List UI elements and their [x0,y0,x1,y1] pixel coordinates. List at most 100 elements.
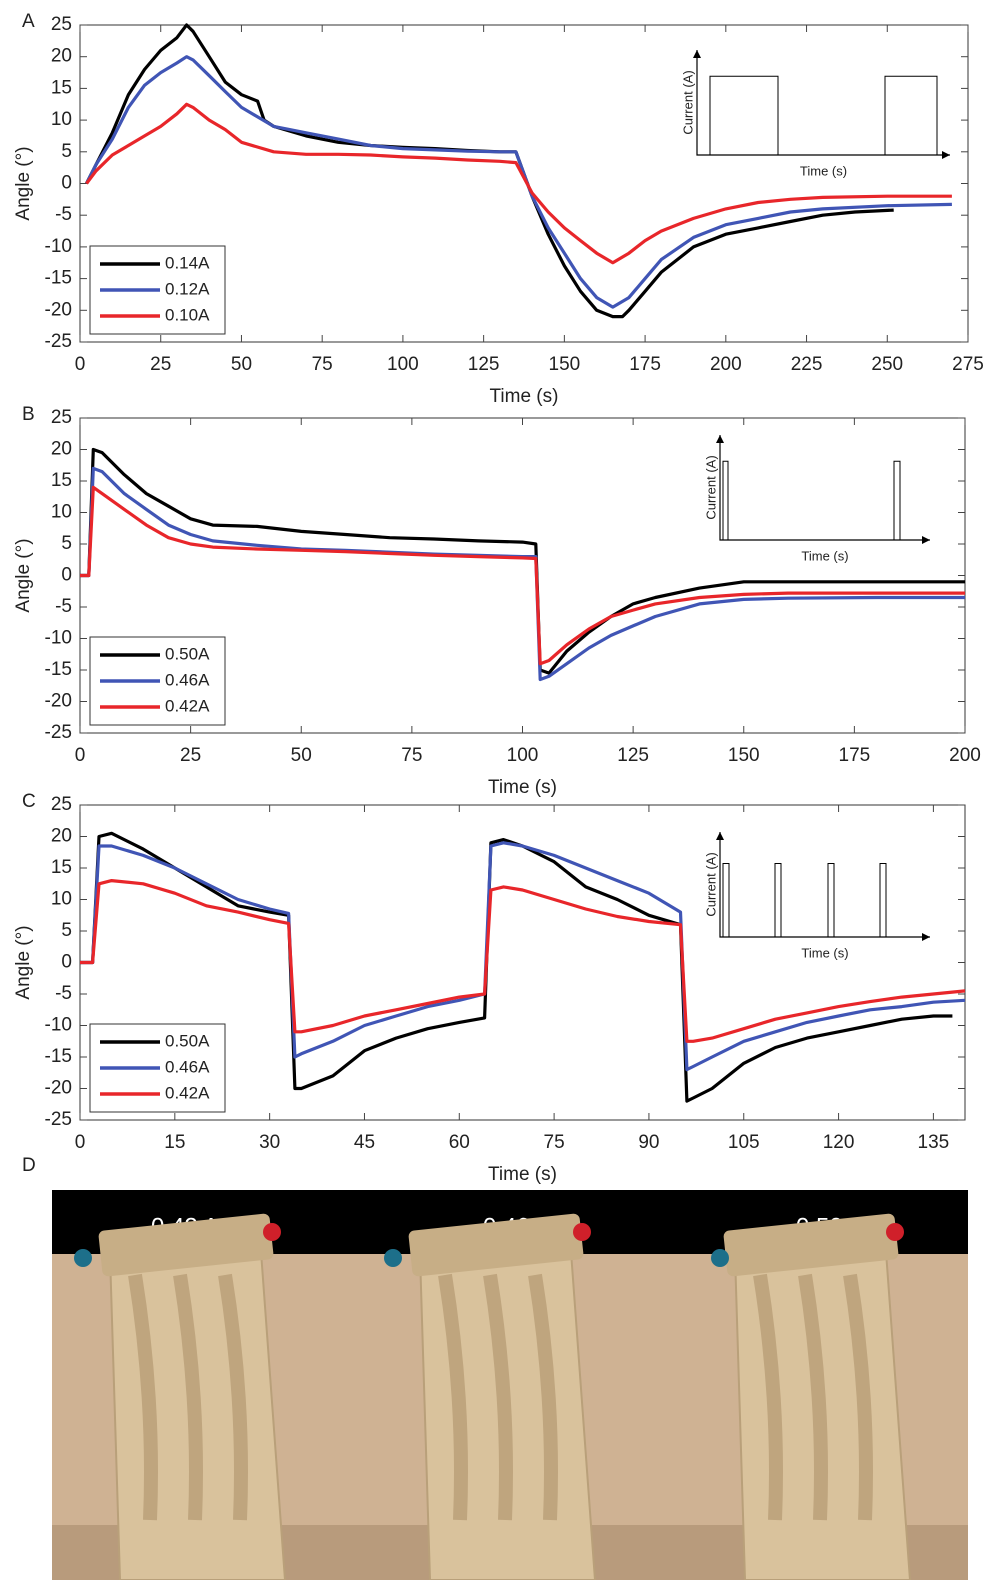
legend-label: 0.14A [165,253,210,272]
actuator-cap [408,1213,584,1277]
panel-label: D [22,1155,36,1176]
inset: Current (A) Time (s) [703,435,930,563]
y-tick-label: 20 [51,439,72,460]
series-line [85,55,952,309]
plot-area [79,24,969,343]
inset-pulse [879,863,887,938]
x-tick-label: 250 [871,354,903,375]
legend-label: 0.50A [165,1031,210,1050]
x-tick-label: 125 [617,745,649,766]
series-line [85,102,952,265]
actuator-channel [173,1273,203,1521]
inset-pulse [722,460,729,541]
x-tick-label: 0 [75,1132,86,1153]
inset-y-label: Current (A) [703,852,718,916]
x-tick-label: 120 [823,1132,855,1153]
x-tick-label: 60 [449,1132,470,1153]
x-tick-label: 75 [401,745,422,766]
x-tick-label: 50 [231,354,252,375]
series-line [80,841,966,1072]
x-tick-label: 175 [839,745,871,766]
x-tick-label: 105 [728,1132,760,1153]
actuator-channel [218,1273,248,1521]
legend-label: 0.50A [165,644,210,663]
y-tick-label: 0 [61,565,72,586]
inset-axes [696,50,950,156]
inset-x-label: Time (s) [801,945,848,960]
x-tick-label: 135 [918,1132,950,1153]
y-tick-label: -20 [45,1078,72,1099]
inset-pulse [893,460,901,541]
plot-area [79,417,966,734]
y-tick-label: 15 [51,77,72,98]
y-tick-label: 15 [51,857,72,878]
y-tick-label: -5 [55,204,72,225]
y-tick-label: -5 [55,983,72,1004]
y-tick-label: 5 [61,920,72,941]
marker-blue [74,1249,92,1267]
panel-label: B [22,404,35,425]
actuator-channel [843,1273,873,1521]
actuator-channel [753,1273,783,1521]
y-tick-label: 20 [51,46,72,67]
legend-label: 0.46A [165,670,210,689]
inset-y-label: Current (A) [680,70,695,134]
actuator-cap [98,1213,274,1277]
y-tick-label: 20 [51,826,72,847]
actuator-channel [438,1273,468,1521]
legend-label: 0.42A [165,1083,210,1102]
y-tick-label: 10 [51,502,72,523]
inset-pulse [774,863,782,938]
actuator-channel [528,1273,558,1521]
series-line [80,879,966,1043]
x-tick-label: 30 [259,1132,280,1153]
y-tick-label: 0 [61,173,72,194]
panel-label: A [22,11,35,32]
x-tick-label: 50 [291,745,312,766]
y-tick-label: 0 [61,952,72,973]
y-tick-label: -25 [45,722,72,743]
x-tick-label: 275 [952,354,984,375]
inset-axes [719,832,930,938]
y-tick-label: -25 [45,1109,72,1130]
inset: Current (A) Time (s) [703,832,930,960]
x-tick-label: 125 [468,354,500,375]
actuator-channel [483,1273,513,1521]
series-line [80,831,953,1103]
legend-label: 0.12A [165,279,210,298]
y-tick-label: -15 [45,268,72,289]
y-tick-label: -10 [45,236,72,257]
actuator-channel [798,1273,828,1521]
inset-pulse [884,75,938,156]
inset: Current (A) Time (s) [680,50,950,178]
x-tick-label: 0 [75,354,86,375]
x-tick-label: 100 [507,745,539,766]
inset-x-label: Time (s) [801,548,848,563]
x-axis-label: Time (s) [490,386,559,407]
y-tick-label: -20 [45,691,72,712]
x-tick-label: 25 [150,354,171,375]
x-tick-label: 150 [549,354,581,375]
x-tick-label: 200 [949,745,981,766]
y-tick-label: 25 [51,14,72,35]
y-tick-label: 25 [51,407,72,428]
y-tick-label: 15 [51,470,72,491]
y-axis-label: Angle (°) [13,146,34,220]
y-tick-label: -20 [45,299,72,320]
inset-pulse [827,863,835,938]
y-tick-label: 5 [61,533,72,554]
x-tick-label: 45 [354,1132,375,1153]
y-tick-label: -10 [45,1015,72,1036]
y-tick-label: -5 [55,596,72,617]
y-axis-label: Angle (°) [13,538,34,612]
legend-label: 0.46A [165,1057,210,1076]
x-axis-label: Time (s) [488,777,557,798]
series-line [80,485,965,666]
y-tick-label: -15 [45,1046,72,1067]
x-tick-label: 0 [75,745,86,766]
inset-axes [719,435,930,541]
x-tick-label: 100 [387,354,419,375]
x-tick-label: 200 [710,354,742,375]
x-tick-label: 90 [638,1132,659,1153]
